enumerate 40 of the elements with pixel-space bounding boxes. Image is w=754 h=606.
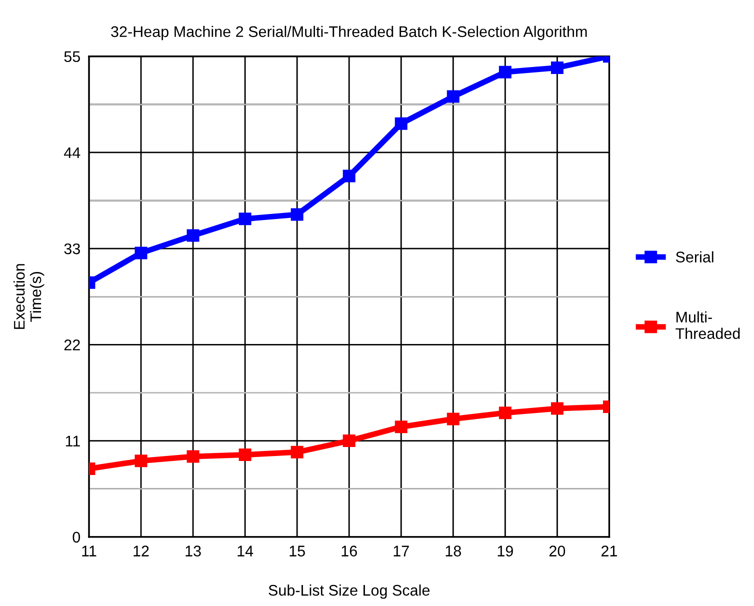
y-axis-title: Execution Time(s) [14, 264, 44, 329]
point [186, 229, 200, 242]
chart-title: 32-Heap Machine 2 Serial/Multi-Threaded Batch K-Selection Algorithm [111, 26, 587, 40]
y-tick-label: 55 [64, 51, 80, 62]
point [342, 170, 356, 182]
point [342, 434, 356, 448]
point [186, 450, 200, 463]
x-axis-title: Sub-List Size Log Scale [268, 584, 430, 599]
y-tick-label: 11 [66, 436, 80, 446]
x-tick-label: 12 [134, 546, 149, 556]
y-tick-label: 22 [64, 340, 80, 350]
point [134, 246, 148, 260]
point [290, 208, 304, 221]
legend-label: Multi- Threaded [676, 311, 740, 340]
legend-label: Serial [676, 251, 714, 262]
y-tick-label: 33 [64, 243, 80, 254]
y-tick-label: 0 [72, 532, 80, 543]
point [238, 448, 252, 462]
x-tick-label: 13 [186, 546, 201, 556]
y-tick-label: 44 [64, 147, 80, 158]
point [446, 90, 460, 103]
point [290, 446, 304, 458]
point [394, 420, 408, 434]
point [550, 61, 564, 74]
point [238, 212, 252, 226]
x-tick-label: 14 [238, 546, 254, 556]
x-tick-label: 19 [498, 546, 513, 556]
x-tick-label: 16 [342, 546, 357, 556]
x-tick-label: 11 [82, 546, 96, 556]
point [550, 402, 564, 415]
x-tick-label: 15 [290, 546, 305, 556]
x-tick-label: 18 [446, 546, 461, 556]
point [498, 66, 512, 78]
x-tick-label: 20 [549, 546, 566, 556]
point [446, 412, 460, 426]
x-tick-label: 21 [602, 546, 617, 556]
x-tick-label: 17 [394, 546, 409, 556]
point [134, 454, 148, 468]
point [394, 117, 408, 130]
point [498, 406, 512, 420]
